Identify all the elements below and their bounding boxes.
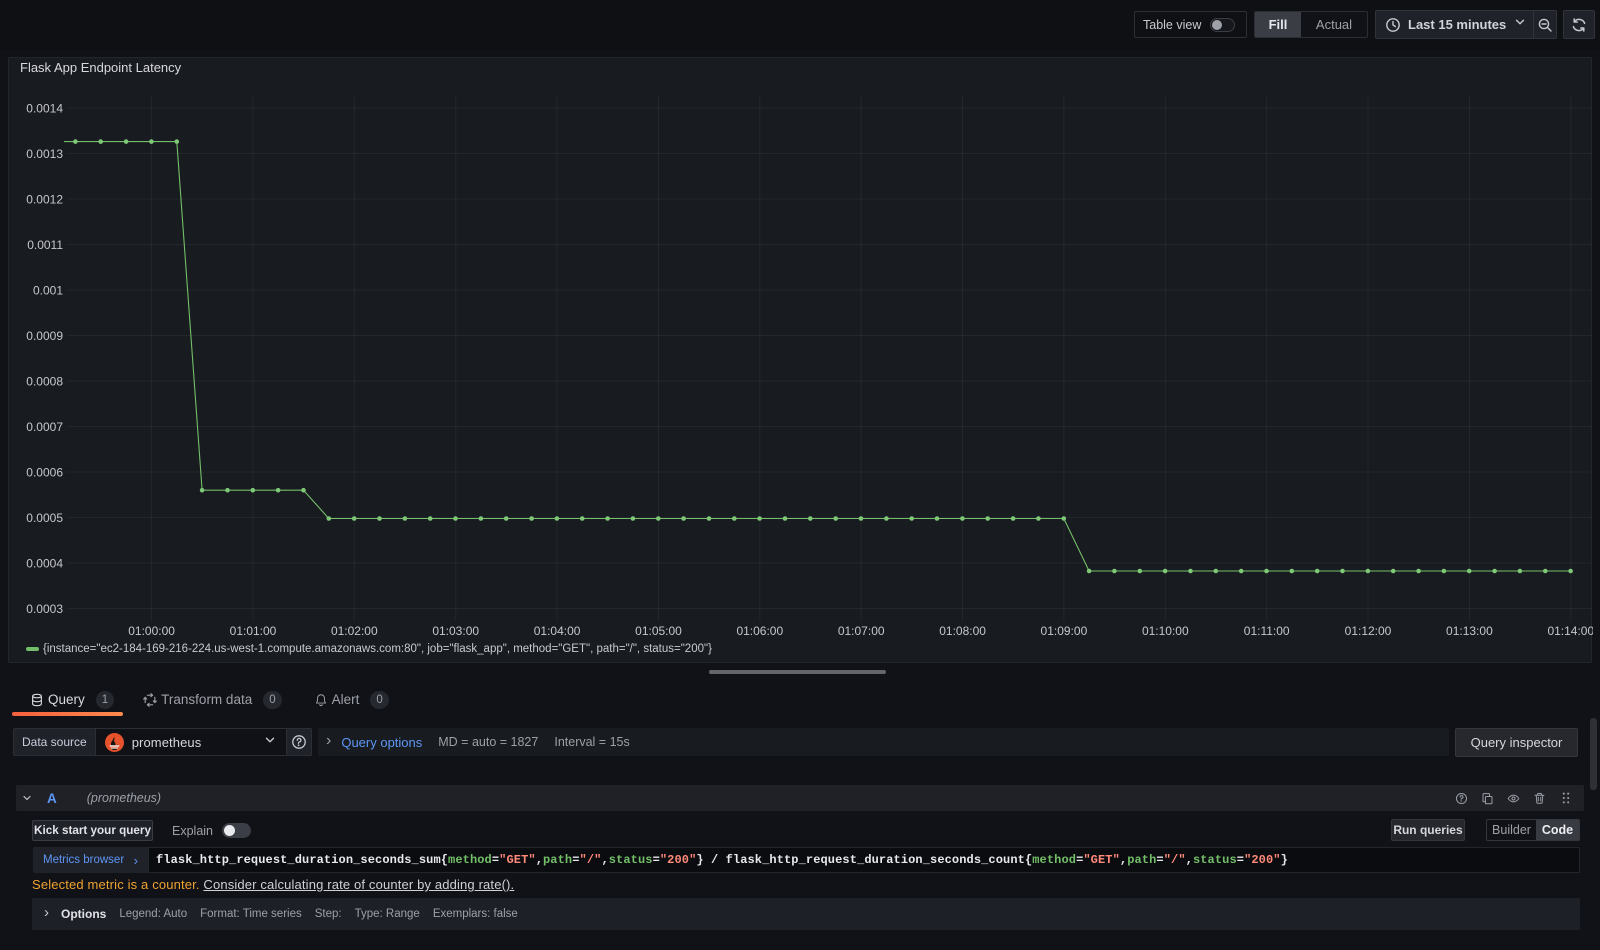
- svg-text:0.0007: 0.0007: [26, 420, 63, 434]
- svg-text:01:07:00: 01:07:00: [838, 624, 885, 638]
- svg-text:01:01:00: 01:01:00: [230, 624, 277, 638]
- svg-text:0.0014: 0.0014: [26, 102, 63, 116]
- svg-text:0.001: 0.001: [33, 284, 63, 298]
- svg-text:01:08:00: 01:08:00: [939, 624, 986, 638]
- svg-text:0.0012: 0.0012: [26, 193, 63, 207]
- svg-text:01:12:00: 01:12:00: [1345, 624, 1392, 638]
- svg-text:01:11:00: 01:11:00: [1244, 624, 1290, 638]
- svg-text:01:02:00: 01:02:00: [331, 624, 378, 638]
- svg-text:01:00:00: 01:00:00: [128, 624, 175, 638]
- svg-text:0.0006: 0.0006: [26, 466, 63, 480]
- svg-text:01:09:00: 01:09:00: [1041, 624, 1088, 638]
- svg-text:01:04:00: 01:04:00: [534, 624, 581, 638]
- svg-text:0.0011: 0.0011: [27, 238, 63, 252]
- svg-text:01:10:00: 01:10:00: [1142, 624, 1189, 638]
- svg-text:0.0003: 0.0003: [26, 602, 63, 616]
- svg-text:01:03:00: 01:03:00: [432, 624, 479, 638]
- svg-text:01:06:00: 01:06:00: [736, 624, 783, 638]
- svg-text:0.0009: 0.0009: [26, 329, 63, 343]
- svg-text:0.0005: 0.0005: [26, 511, 63, 525]
- svg-text:0.0013: 0.0013: [26, 147, 63, 161]
- svg-text:01:13:00: 01:13:00: [1446, 624, 1493, 638]
- svg-text:01:14:00: 01:14:00: [1547, 624, 1593, 638]
- svg-text:01:05:00: 01:05:00: [635, 624, 682, 638]
- svg-text:0.0004: 0.0004: [26, 557, 63, 571]
- svg-text:0.0008: 0.0008: [26, 375, 63, 389]
- svg-text:{instance="ec2-184-169-216-224: {instance="ec2-184-169-216-224.us-west-1…: [43, 643, 712, 655]
